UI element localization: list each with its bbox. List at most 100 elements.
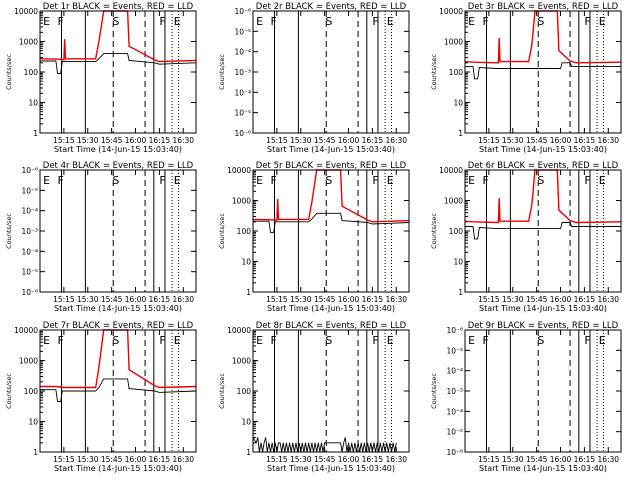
y-tick-label: 10: [241, 258, 251, 267]
x-axis-label: Start Time (14-Jun-15 15:03:40): [54, 464, 182, 473]
y-tick-label: 1: [246, 288, 251, 297]
series-events-line: [465, 222, 621, 240]
panel-title: Det 6r BLACK = Events, RED = LLD: [468, 161, 619, 171]
y-tick-label: 10⁻⁶: [21, 166, 38, 175]
y-tick-label: 1: [458, 129, 463, 138]
y-tick-label: 10000: [227, 326, 251, 335]
y-axis-label: Counts/sec: [218, 54, 226, 90]
interval-letter: F: [372, 174, 378, 187]
x-tick-label: 15:30: [502, 455, 524, 464]
y-tick-label: 10⁻⁵: [21, 268, 38, 277]
y-axis-label: Counts/sec: [430, 373, 438, 409]
y-tick-label: 10⁻⁵: [446, 428, 463, 437]
plot-frame: [39, 169, 197, 293]
x-axis-label: Start Time (14-Jun-15 15:03:40): [267, 145, 395, 154]
x-tick-label: 16:15: [362, 136, 384, 145]
x-tick-label: 16:30: [597, 455, 619, 464]
y-tick-label: 10000: [227, 166, 251, 175]
x-axis-label: Start Time (14-Jun-15 15:03:40): [479, 304, 607, 313]
interval-letter: F: [271, 334, 277, 347]
interval-letter: F: [372, 334, 378, 347]
panel-title: Det 8r BLACK = Events, RED = LLD: [256, 321, 407, 331]
y-tick-label: 10: [453, 258, 463, 267]
plot-frame: [464, 169, 622, 293]
y-tick-label: 10⁻⁵: [446, 346, 463, 355]
x-tick-label: 15:15: [53, 295, 75, 304]
x-tick-label: 15:30: [502, 295, 524, 304]
x-tick-label: 16:15: [149, 295, 171, 304]
interval-letter: F: [159, 15, 165, 28]
interval-letter: E: [468, 334, 475, 347]
x-tick-label: 15:15: [53, 136, 75, 145]
y-tick-label: 100: [237, 227, 252, 236]
series-events-line: [465, 62, 621, 80]
x-tick-label: 15:30: [77, 295, 99, 304]
plot-frame: [39, 329, 197, 453]
interval-letter: E: [43, 15, 50, 28]
x-tick-label: 16:00: [550, 295, 572, 304]
x-tick-label: 15:15: [478, 455, 500, 464]
panel-title: Det 3r BLACK = Events, RED = LLD: [468, 2, 619, 12]
interval-letter: E: [599, 15, 606, 28]
interval-letter: F: [58, 334, 64, 347]
series-events-line: [253, 212, 410, 233]
x-tick-label: 16:15: [149, 455, 171, 464]
y-tick-label: 1000: [19, 357, 38, 366]
interval-letter: F: [271, 174, 277, 187]
panel-title: Det 9r BLACK = Events, RED = LLD: [468, 321, 619, 331]
x-tick-label: 15:15: [266, 136, 288, 145]
y-tick-label: 10⁻⁶: [446, 448, 463, 457]
y-tick-label: 10: [453, 99, 463, 108]
y-tick-label: 100: [24, 68, 39, 77]
x-tick-label: 15:45: [526, 455, 548, 464]
y-tick-label: 100: [237, 387, 252, 396]
y-axis-label: Counts/sec: [5, 54, 13, 90]
x-tick-label: 16:15: [362, 455, 384, 464]
x-tick-label: 15:30: [290, 455, 312, 464]
x-tick-label: 15:15: [53, 455, 75, 464]
x-tick-label: 15:15: [478, 295, 500, 304]
x-tick-label: 16:00: [550, 455, 572, 464]
interval-letter: E: [256, 174, 263, 187]
series-lld-line: [464, 169, 622, 224]
y-axis-label: Counts/sec: [430, 213, 438, 249]
plot-frame: [464, 329, 622, 453]
y-axis-label: Counts/sec: [218, 213, 226, 249]
plot-frame: [39, 10, 197, 134]
panel-title: Det 2r BLACK = Events, RED = LLD: [256, 2, 407, 12]
y-tick-label: 100: [449, 227, 464, 236]
interval-letter: E: [43, 174, 50, 187]
x-tick-label: 16:30: [385, 455, 407, 464]
y-tick-label: 10⁻⁴: [21, 207, 38, 216]
interval-letter: E: [174, 174, 181, 187]
x-tick-label: 16:15: [362, 295, 384, 304]
y-axis-label: Counts/sec: [430, 54, 438, 90]
interval-letter: S: [325, 174, 332, 187]
y-tick-label: 10⁻⁶: [234, 129, 251, 138]
y-tick-label: 100: [449, 68, 464, 77]
x-tick-label: 16:00: [338, 136, 360, 145]
interval-letter: E: [387, 15, 394, 28]
interval-letter: F: [372, 15, 378, 28]
interval-letter: E: [387, 174, 394, 187]
interval-letter: E: [599, 334, 606, 347]
interval-letter: E: [468, 174, 475, 187]
y-tick-label: 10⁻³: [234, 68, 251, 77]
series-events-line: [252, 437, 397, 453]
y-tick-label: 1000: [232, 357, 251, 366]
y-tick-label: 10⁻⁴: [446, 367, 463, 376]
x-tick-label: 15:45: [314, 136, 336, 145]
y-tick-label: 10⁻³: [446, 387, 463, 396]
interval-letter: S: [112, 174, 119, 187]
interval-letter: F: [483, 334, 489, 347]
x-axis-label: Start Time (14-Jun-15 15:03:40): [479, 464, 607, 473]
interval-letter: F: [584, 174, 590, 187]
y-tick-label: 10⁻⁵: [21, 186, 38, 195]
y-tick-label: 10000: [14, 7, 38, 16]
x-tick-label: 16:30: [597, 295, 619, 304]
panel-title: Det 1r BLACK = Events, RED = LLD: [43, 2, 194, 12]
